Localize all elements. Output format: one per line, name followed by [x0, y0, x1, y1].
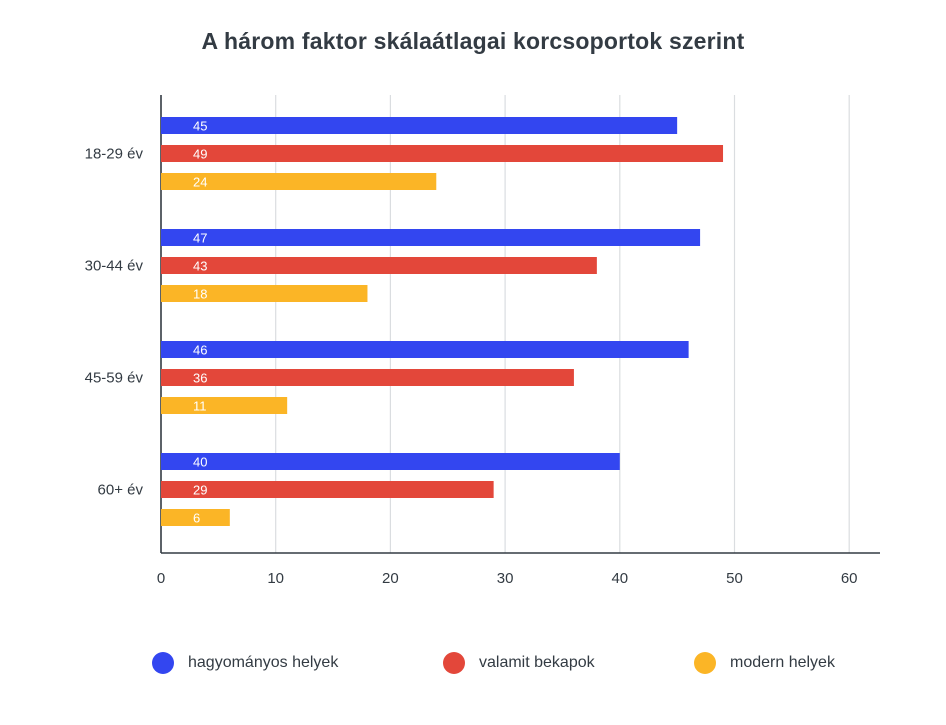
bar	[161, 453, 620, 470]
data-label: 43	[193, 259, 207, 274]
data-label: 47	[193, 231, 207, 246]
bar	[161, 285, 368, 302]
data-label: 49	[193, 147, 207, 162]
bar	[161, 173, 437, 190]
x-tick-label: 0	[157, 570, 165, 587]
legend-label-modern: modern helyek	[730, 654, 835, 671]
data-label: 36	[193, 371, 207, 386]
data-label: 24	[193, 175, 207, 190]
x-tick-label: 20	[382, 570, 399, 587]
category-label: 45-59 év	[85, 370, 144, 387]
bar	[161, 229, 701, 246]
legend-item-hagyomanyos: hagyományos helyek	[152, 652, 338, 674]
bar	[161, 397, 288, 414]
data-label: 11	[193, 399, 207, 414]
x-tick-label: 40	[611, 570, 628, 587]
bar	[161, 145, 724, 162]
data-label: 46	[193, 343, 207, 358]
x-tick-label: 10	[267, 570, 284, 587]
legend-swatch-modern	[694, 652, 716, 674]
x-tick-label: 50	[726, 570, 743, 587]
data-label: 18	[193, 287, 207, 302]
bar	[161, 509, 230, 526]
x-tick-label: 30	[497, 570, 514, 587]
legend-swatch-valamit	[443, 652, 465, 674]
bar	[161, 257, 597, 274]
legend-label-valamit: valamit bekapok	[479, 654, 595, 671]
category-label: 18-29 év	[85, 146, 144, 163]
category-label: 30-44 év	[85, 258, 144, 275]
data-label: 40	[193, 455, 207, 470]
legend-label-hagyomanyos: hagyományos helyek	[188, 654, 339, 671]
bar	[161, 481, 494, 498]
chart-title: A három faktor skálaátlagai korcsoportok…	[201, 28, 745, 54]
category-label: 60+ év	[98, 482, 144, 499]
data-label: 6	[193, 511, 200, 526]
legend-swatch-hagyomanyos	[152, 652, 174, 674]
legend: hagyományos helyek valamit bekapok moder…	[0, 652, 946, 682]
legend-item-valamit: valamit bekapok	[443, 652, 595, 674]
data-label: 29	[193, 483, 207, 498]
legend-item-modern: modern helyek	[694, 652, 835, 674]
bar	[161, 117, 678, 134]
x-tick-label: 60	[841, 570, 858, 587]
bar	[161, 369, 574, 386]
bar	[161, 341, 689, 358]
data-label: 45	[193, 119, 207, 134]
